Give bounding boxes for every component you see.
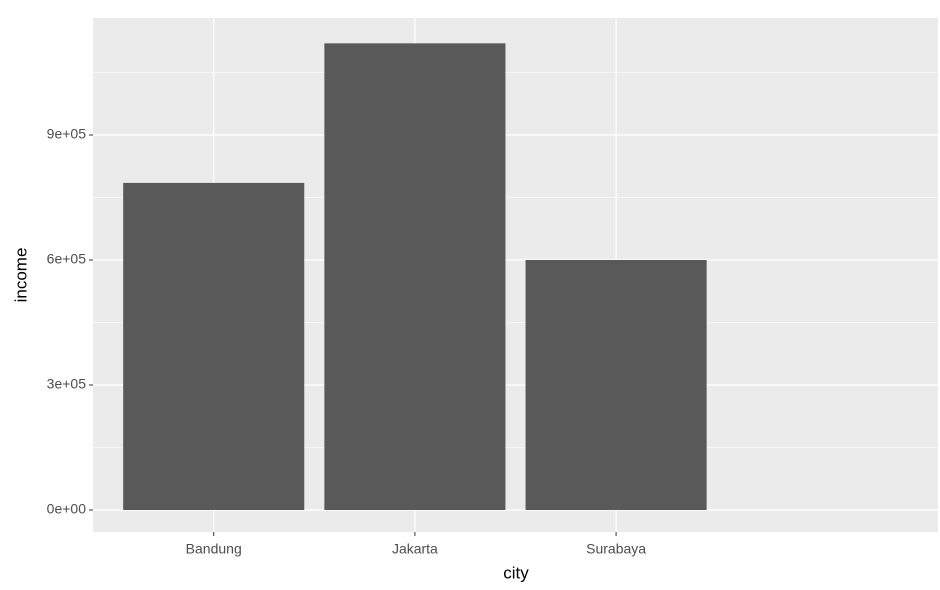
- bar: [525, 260, 707, 510]
- bar: [324, 43, 506, 510]
- y-tick-label: 6e+05: [47, 251, 87, 267]
- x-tick-label: Jakarta: [392, 541, 438, 557]
- y-tick-label: 3e+05: [47, 376, 87, 392]
- x-tick-label: Bandung: [186, 541, 242, 557]
- bar: [123, 182, 305, 510]
- y-tick-label: 9e+05: [47, 126, 87, 142]
- x-axis-title: city: [503, 563, 529, 582]
- y-axis-title: income: [11, 248, 30, 303]
- y-tick-label: 0e+00: [47, 501, 87, 517]
- x-tick-label: Surabaya: [586, 541, 646, 557]
